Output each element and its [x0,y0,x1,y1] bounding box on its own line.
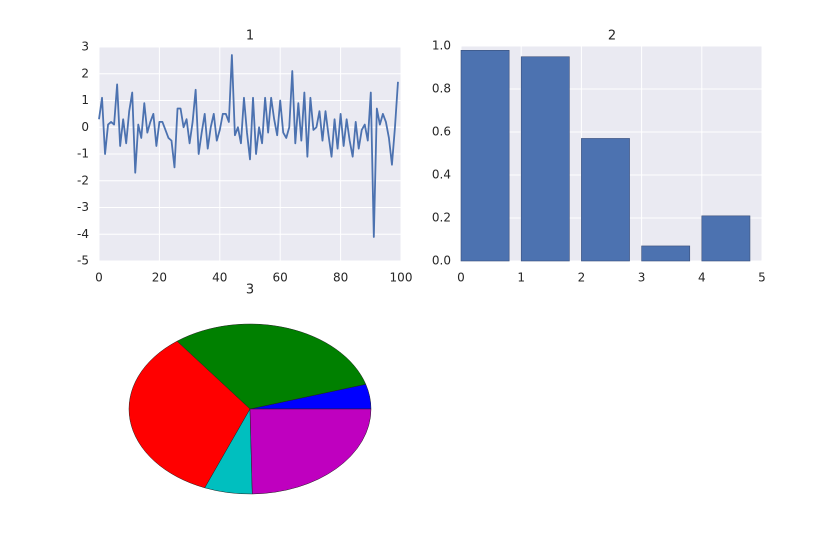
chart-title: 2 [608,29,616,44]
x-tick-label: 3 [638,271,646,285]
x-tick-label: 5 [758,271,766,285]
x-tick-label: 4 [698,271,706,285]
y-tick-label: 0 [81,120,89,134]
y-tick-label: 0.6 [432,125,451,139]
y-tick-label: 3 [81,40,89,54]
bar [641,245,691,262]
x-tick-label: 1 [517,271,525,285]
x-tick-label: 0 [95,271,103,285]
line [98,54,399,238]
pie-slice [176,323,367,410]
y-tick-label: -4 [77,227,89,241]
bar [581,138,630,262]
x-tick-label: 2 [578,271,586,285]
y-tick-label: 0.0 [432,254,451,268]
y-tick-label: 0.4 [432,168,451,182]
x-tick-label: 20 [152,271,167,285]
y-tick-label: 1.0 [432,39,451,53]
x-tick-label: 60 [273,271,288,285]
y-tick-label: -5 [77,254,89,268]
pie-slice [249,408,372,495]
y-tick-label: 0.8 [432,82,451,96]
y-tick-label: 2 [81,66,89,80]
bar [701,215,751,262]
x-tick-label: 0 [457,271,465,285]
chart-title: 1 [246,29,254,44]
y-tick-label: -3 [77,200,89,214]
bar [460,49,510,262]
x-tick-label: 100 [390,271,413,285]
pie-slice [128,340,251,489]
y-tick-label: -2 [77,173,89,187]
y-tick-label: -1 [77,147,89,161]
y-tick-label: 0.2 [432,211,451,225]
x-tick-label: 80 [333,271,348,285]
bar [520,56,570,262]
y-tick-label: 1 [81,93,89,107]
chart-title: 3 [246,283,254,298]
x-tick-label: 40 [212,271,227,285]
